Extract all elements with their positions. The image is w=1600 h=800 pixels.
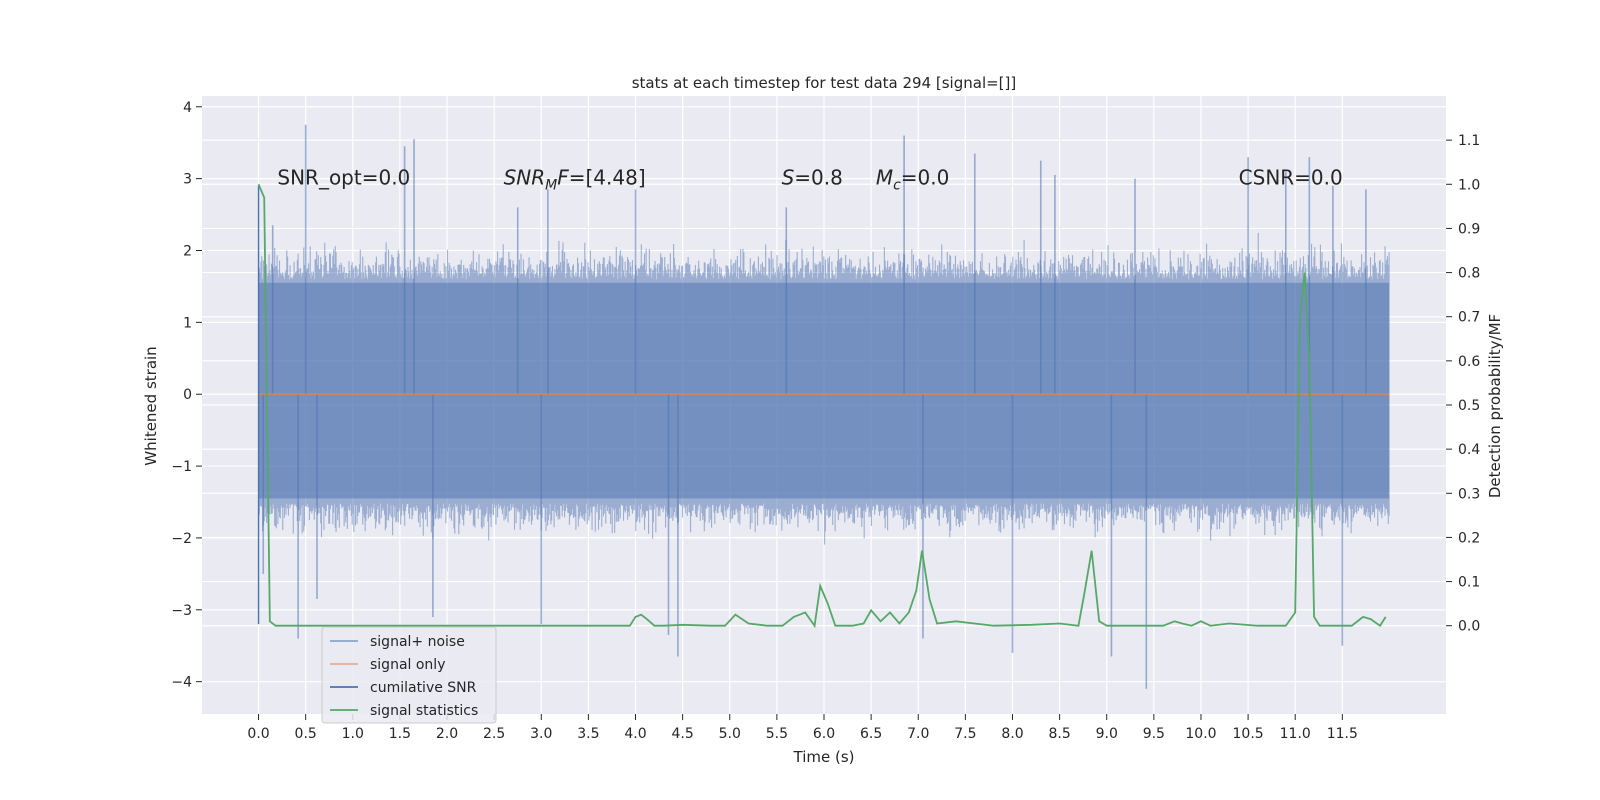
annotation: Mc=0.0 [876, 166, 950, 194]
line-series [257, 183, 1390, 629]
x-tick-label: 3.5 [577, 726, 599, 742]
x-tick-label: 1.5 [389, 726, 411, 742]
y-right-tick-label: 0.2 [1458, 530, 1480, 546]
x-tick-label: 1.0 [342, 726, 364, 742]
series-line-signal-statistics [257, 183, 1387, 629]
y-right-tick-label: 0.8 [1458, 266, 1480, 282]
x-tick-label: 0.5 [295, 726, 317, 742]
y-left-tick-label: −3 [171, 603, 192, 619]
y-right-tick-label: 0.3 [1458, 486, 1480, 502]
legend-label: signal+ noise [370, 634, 465, 650]
axes: 0.0 0.5 1.0 1.5 2.0 2.5 3.0 3.5 4.0 4.5 5.0 5.5 6.0 6… [171, 100, 1480, 742]
x-tick-label: 8.5 [1048, 726, 1070, 742]
y-left-tick-label: 2 [183, 244, 192, 260]
x-tick-label: 9.0 [1096, 726, 1118, 742]
y-right-tick-label: 1.0 [1458, 177, 1480, 193]
legend: signal+ noise signal only cumilative SNR si… [321, 626, 497, 724]
signal-noise-core [258, 282, 1390, 499]
y-right-tick-label: 0.6 [1458, 354, 1480, 370]
y-left-tick-label: 0 [183, 387, 192, 403]
x-tick-label: 2.5 [483, 726, 505, 742]
y-right-tick-label: 0.1 [1458, 575, 1480, 591]
y-right-tick-label: 0.5 [1458, 398, 1480, 414]
annotations: SNR_opt=0.0 SNRMF=[4.48] S=0.8 Mc=0.0 CSNR=0… [277, 166, 1342, 194]
y-left-tick-label: −1 [171, 459, 192, 475]
x-tick-label: 7.0 [907, 726, 929, 742]
y-right-tick-label: 0.9 [1458, 221, 1480, 237]
x-tick-label: 3.0 [530, 726, 552, 742]
x-tick-label: 6.5 [860, 726, 882, 742]
x-tick-label: 7.5 [954, 726, 976, 742]
x-axis-label: Time (s) [793, 748, 855, 766]
y-right-tick-label: 0.0 [1458, 619, 1480, 635]
x-tick-label: 4.0 [624, 726, 646, 742]
y-left-tick-label: −4 [171, 675, 192, 691]
chart-title: stats at each timestep for test data 294… [632, 74, 1017, 92]
x-tick-label: 11.0 [1280, 726, 1311, 742]
x-tick-label: 11.5 [1327, 726, 1358, 742]
x-tick-label: 6.0 [813, 726, 835, 742]
y-left-tick-label: 4 [183, 100, 192, 116]
x-tick-label: 4.5 [672, 726, 694, 742]
legend-box [321, 626, 497, 724]
y-right-tick-label: 1.1 [1458, 133, 1480, 149]
x-tick-label: 0.0 [247, 726, 269, 742]
legend-label: cumilative SNR [370, 680, 477, 696]
x-tick-label: 10.5 [1233, 726, 1264, 742]
legend-label: signal statistics [370, 703, 478, 719]
legend-label: signal only [370, 657, 445, 673]
x-tick-label: 5.0 [719, 726, 741, 742]
x-tick-label: 10.0 [1185, 726, 1216, 742]
y-left-tick-label: 3 [183, 172, 192, 188]
x-tick-label: 9.5 [1143, 726, 1165, 742]
y-left-tick-label: −2 [171, 531, 192, 547]
signal-noise-series [258, 124, 1390, 689]
y-right-tick-label: 0.4 [1458, 442, 1480, 458]
annotation: CSNR=0.0 [1239, 166, 1343, 190]
x-tick-label: 2.0 [436, 726, 458, 742]
y-axis-right-label: Detection probability/MF [1486, 314, 1504, 498]
annotation: SNR_opt=0.0 [277, 166, 410, 190]
y-left-tick-label: 1 [183, 315, 192, 331]
annotation: SNRMF=[4.48] [504, 166, 646, 194]
y-axis-left-label: Whitened strain [142, 346, 160, 465]
annotation: S=0.8 [782, 166, 843, 190]
x-tick-label: 8.0 [1001, 726, 1023, 742]
x-tick-label: 5.5 [766, 726, 788, 742]
y-right-tick-label: 0.7 [1458, 310, 1480, 326]
